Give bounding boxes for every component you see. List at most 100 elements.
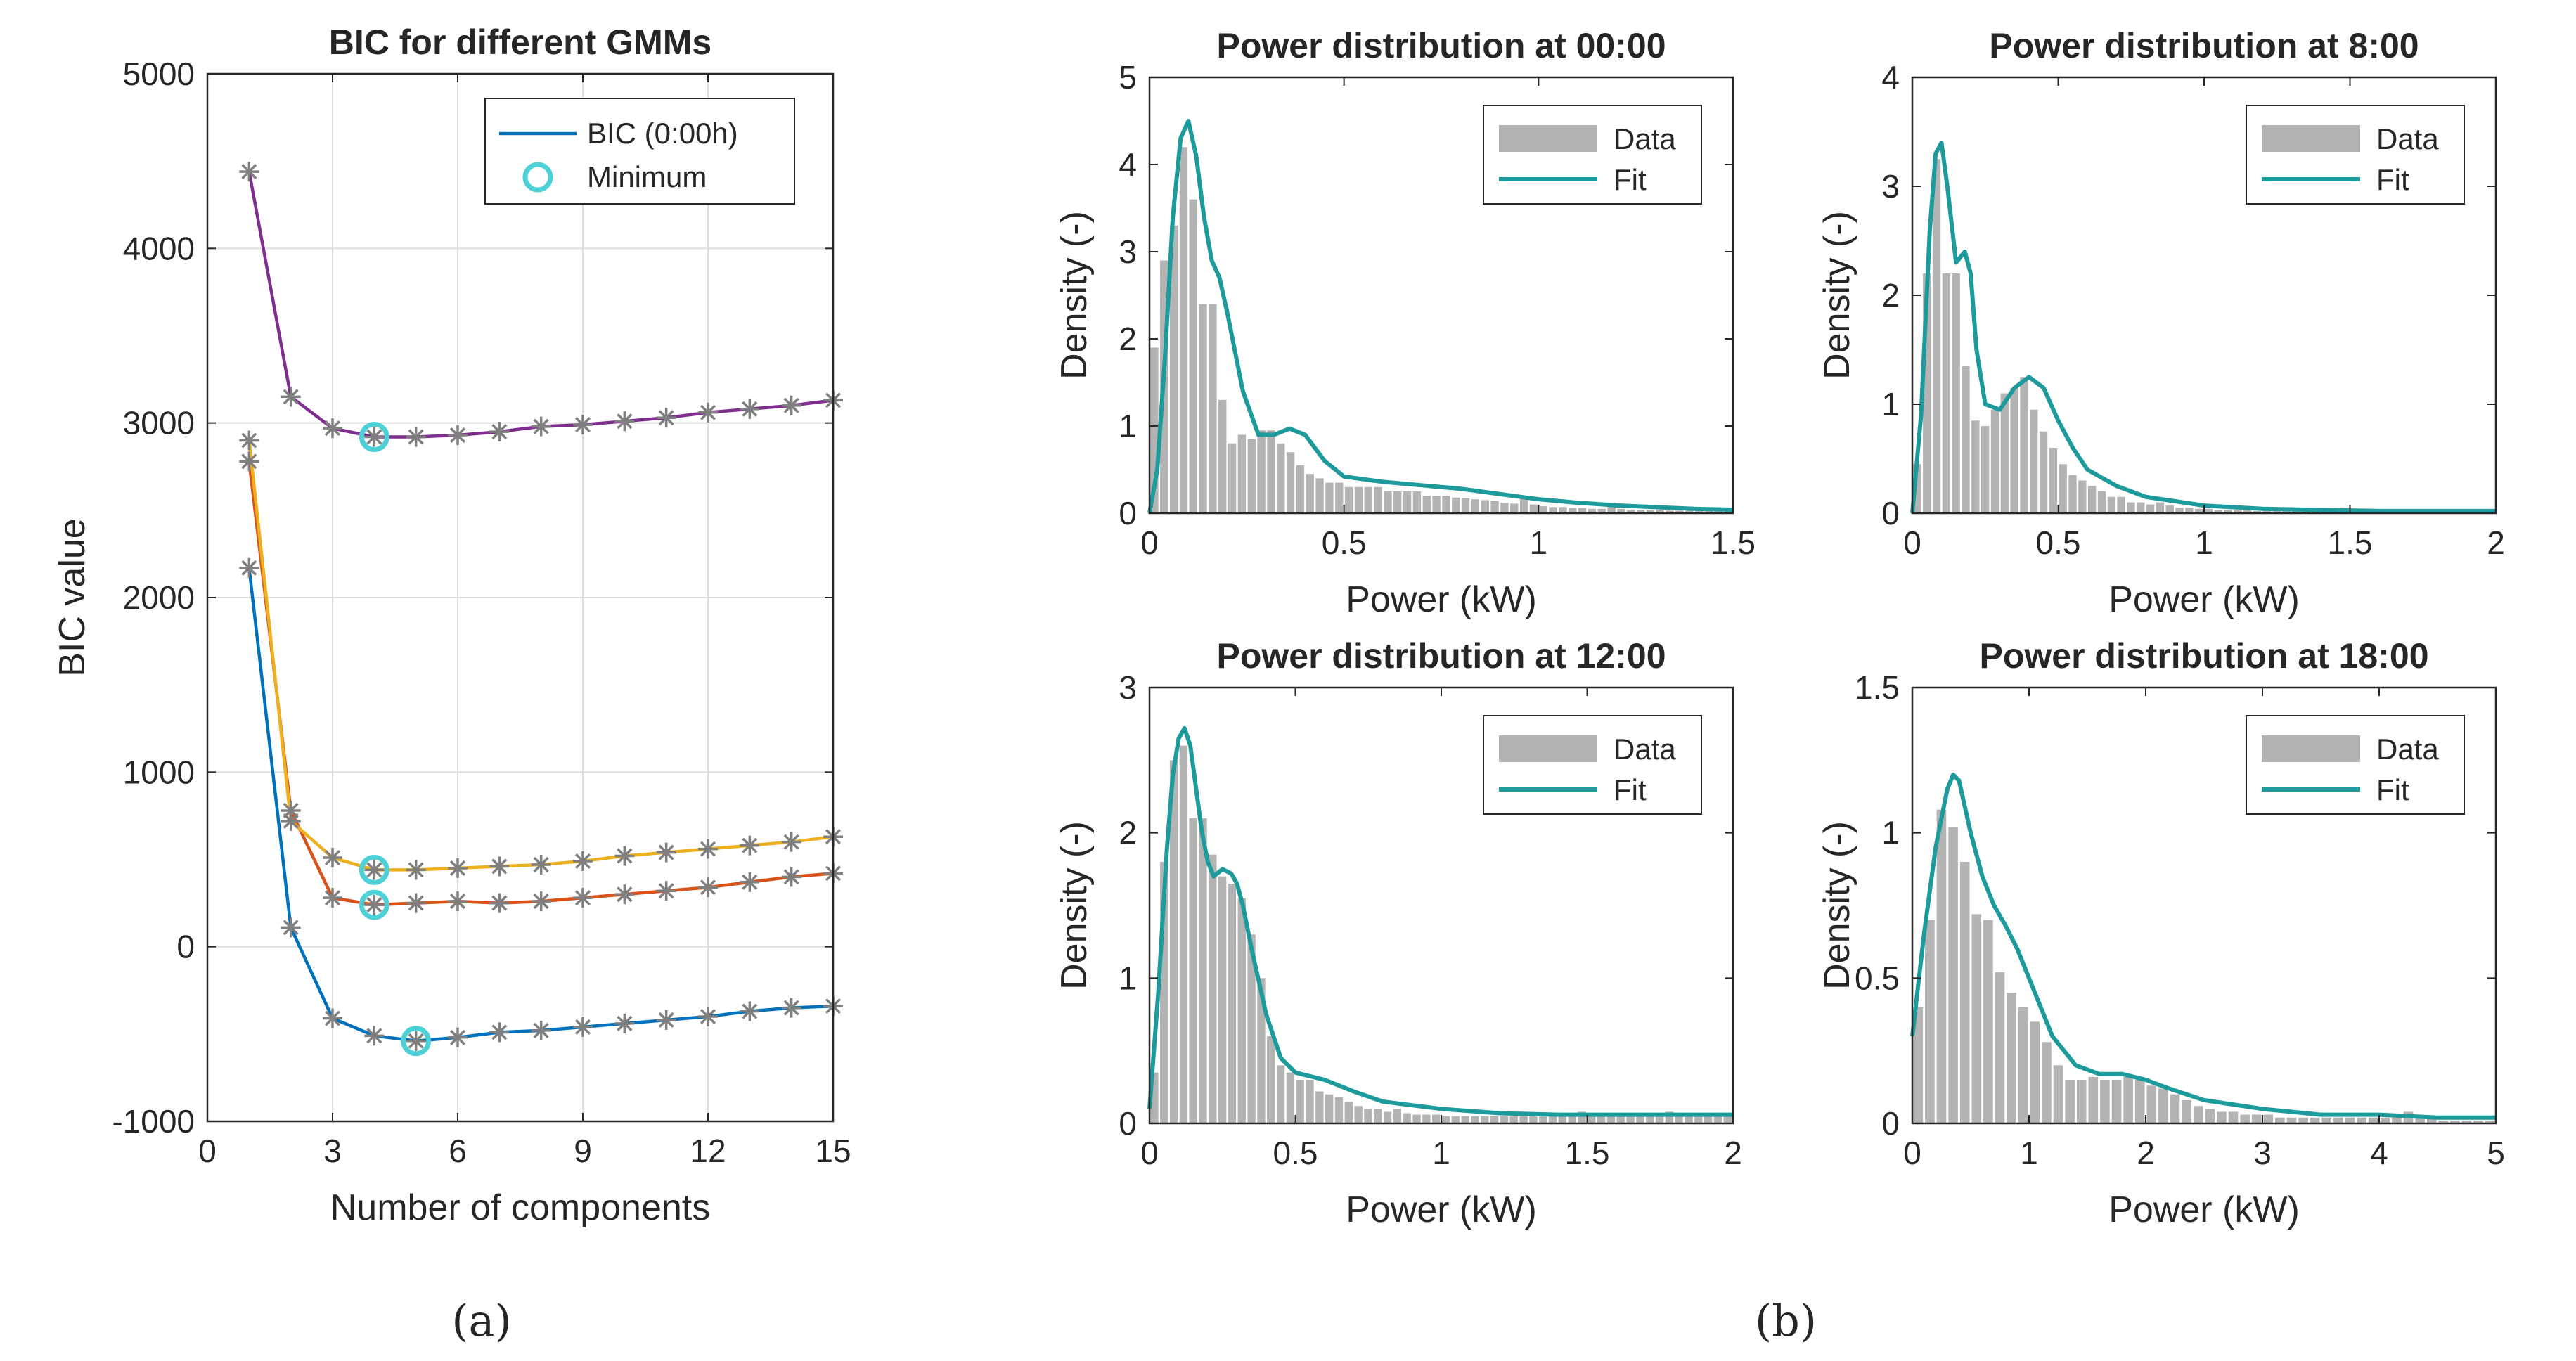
marker-stroke: [533, 1022, 549, 1038]
histogram-bar: [1539, 1116, 1547, 1123]
data-point-marker: [656, 1010, 676, 1030]
chart-title: Power distribution at 12:00: [1216, 636, 1666, 676]
histogram-bar: [1296, 465, 1305, 513]
histogram-bar: [1393, 1109, 1402, 1123]
y-tick-label: 0: [1881, 495, 1900, 531]
marker-stroke: [449, 1029, 466, 1045]
marker-stroke: [283, 813, 299, 829]
histogram-bar: [2195, 508, 2203, 513]
histogram-bar: [2088, 1076, 2099, 1123]
marker-stroke: [241, 453, 257, 470]
histogram-bar: [1364, 1109, 1372, 1123]
y-tick-label: 0: [1119, 495, 1137, 531]
x-tick-label: 1: [1530, 524, 1548, 561]
histogram-bar: [2426, 1117, 2437, 1123]
legend-label: Fit: [1614, 163, 1647, 196]
histogram-bar: [1529, 1116, 1538, 1123]
data-point-marker: [740, 399, 760, 419]
histogram-bar: [1959, 862, 1970, 1123]
marker-stroke: [742, 874, 758, 890]
data-point-marker: [656, 881, 676, 901]
axes-box: [1148, 76, 1734, 515]
histogram-bar: [1617, 508, 1625, 513]
x-axis-label: Power (kW): [2108, 1189, 2300, 1230]
histogram-bar: [2204, 508, 2213, 513]
fit-line: [1910, 141, 2496, 514]
histogram-bar: [1606, 1116, 1616, 1123]
histogram-bar: [1995, 972, 2005, 1123]
data-point-marker: [448, 858, 468, 878]
histogram-bar: [1578, 1111, 1586, 1123]
histogram-bar: [2485, 1120, 2495, 1123]
histogram-bar: [1237, 898, 1246, 1123]
x-tick-label: 12: [690, 1133, 726, 1169]
histogram-bar: [1403, 1113, 1411, 1123]
histogram-bar: [1558, 1116, 1566, 1123]
x-tick-label: 0.5: [2036, 524, 2081, 561]
histogram-bar: [1646, 510, 1655, 513]
y-tick-label: 0: [1881, 1105, 1900, 1142]
histogram-bar: [1452, 497, 1460, 513]
histogram-bar: [1335, 482, 1344, 513]
data-point-marker: [239, 430, 259, 451]
axes-box: [1911, 686, 2497, 1125]
legend-box: [484, 98, 795, 205]
marker-stroke: [700, 879, 716, 896]
histogram-bar: [1432, 1114, 1441, 1123]
marker-stroke: [241, 164, 257, 180]
histogram-bar: [1656, 510, 1664, 513]
data-point-marker: [573, 851, 593, 871]
marker-stroke: [408, 862, 424, 878]
histogram-bar: [2275, 1117, 2285, 1123]
histogram-bar: [1412, 1114, 1421, 1123]
data-point-marker: [406, 893, 426, 913]
histogram-bar: [1199, 818, 1207, 1123]
histogram-bar: [1179, 147, 1188, 513]
histogram-bar: [2146, 504, 2155, 513]
marker-stroke: [700, 841, 716, 857]
histogram-bar: [1228, 443, 1237, 513]
legend-box: [2246, 105, 2465, 205]
histogram-bar: [1325, 1094, 1334, 1123]
histogram-bar: [2158, 1088, 2168, 1123]
x-tick-label: 0.5: [1322, 524, 1367, 561]
marker-stroke: [658, 844, 674, 860]
histogram-bar: [1277, 443, 1285, 513]
x-tick-label: 1: [2020, 1135, 2038, 1171]
histogram-bar: [1276, 1065, 1285, 1123]
histogram-bar: [1539, 506, 1547, 513]
histogram-bar: [2076, 1080, 2087, 1123]
data-point-marker: [614, 411, 635, 432]
x-tick-label: 3: [2253, 1135, 2272, 1171]
histogram-bar: [1936, 809, 1947, 1123]
histogram-bar: [1675, 1116, 1683, 1123]
marker-stroke: [241, 560, 257, 576]
histogram-bar: [1169, 225, 1178, 513]
histogram-bar: [2185, 508, 2194, 513]
histogram-bar: [1422, 496, 1431, 513]
histogram-bar: [2224, 510, 2232, 513]
data-point-marker: [239, 162, 259, 182]
marker-stroke: [742, 1003, 758, 1019]
legend-label: Data: [1614, 122, 1676, 155]
marker-stroke: [449, 860, 466, 876]
legend: Data Fit: [2246, 105, 2465, 205]
histogram-bar: [1296, 1080, 1304, 1123]
histogram-bar: [1983, 920, 1993, 1123]
histogram-bar: [1237, 434, 1247, 513]
marker-stroke: [658, 883, 674, 899]
histogram-bar: [1723, 1116, 1732, 1123]
histogram-bar: [2234, 510, 2242, 513]
histogram-bar: [2000, 393, 2009, 513]
marker-stroke: [283, 389, 299, 405]
minimum-marker: [359, 889, 389, 920]
legend-box: [1483, 105, 1702, 205]
histogram-bar: [1384, 491, 1392, 513]
histogram-bar: [2286, 1117, 2297, 1123]
y-tick-label: 1: [1119, 960, 1137, 996]
histogram-bar: [1704, 510, 1713, 513]
data-point-marker: [698, 402, 718, 423]
histogram-bar: [1519, 496, 1528, 513]
x-tick-label: 0: [1903, 1135, 1921, 1171]
